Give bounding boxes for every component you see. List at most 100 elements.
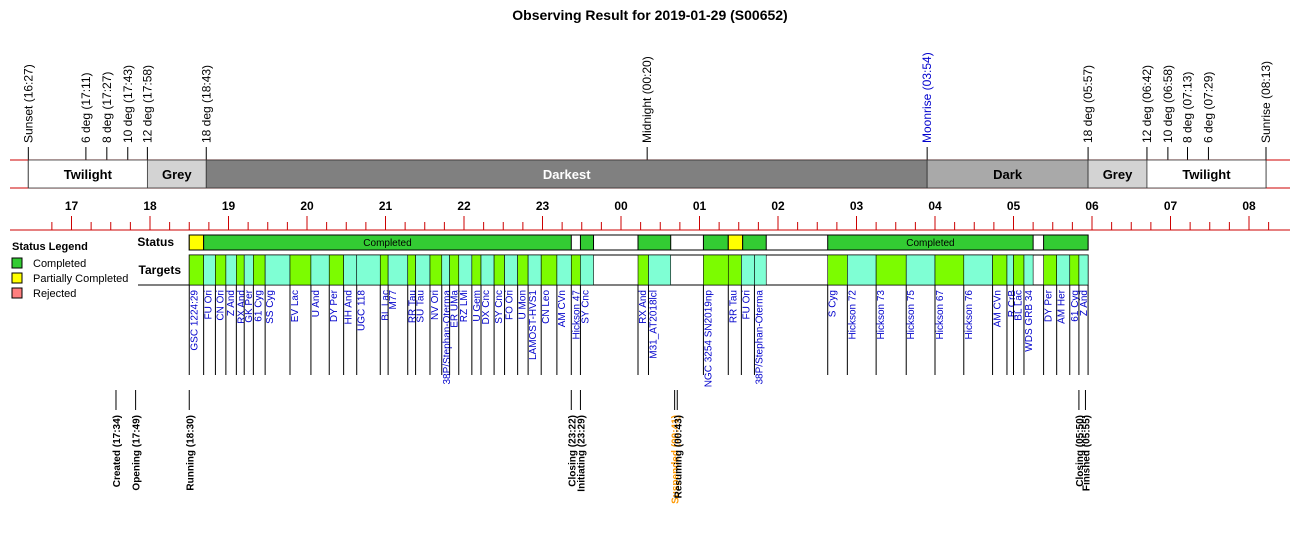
axis-tick-label: 19 <box>222 199 236 213</box>
target-label: S Cyg <box>828 290 839 317</box>
legend-swatch <box>11 257 23 269</box>
axis-tick-label: 18 <box>143 199 157 213</box>
status-segment <box>702 234 729 251</box>
target-label: RR Tau <box>408 290 419 323</box>
target-block <box>1056 254 1071 286</box>
legend-label: Rejected <box>33 288 76 300</box>
target-block <box>407 254 416 286</box>
target-label: DY Per <box>329 289 340 322</box>
target-block <box>449 254 460 286</box>
target-label: FO Ori <box>505 290 516 320</box>
sky-bands: Twilight Grey Darkest Dark Grey Twilight <box>10 159 1290 189</box>
target-block <box>441 254 450 286</box>
target-label: M77 <box>388 290 399 310</box>
axis-tick-label: 01 <box>693 199 707 213</box>
twilight-event-label: 12 deg (06:42) <box>1140 65 1154 143</box>
twilight-event-label: Sunrise (08:13) <box>1259 61 1273 143</box>
event-label: Opening (17:49) <box>132 415 143 491</box>
event-label: Suspended (00:41) <box>671 415 682 504</box>
target-block <box>703 254 729 286</box>
target-label: FU Ori <box>204 290 215 319</box>
target-label: FU Ori <box>741 290 752 319</box>
status-segment <box>727 234 744 251</box>
target-label: NGC 3254 SN2019np <box>703 290 714 388</box>
target-block <box>963 254 993 286</box>
target-block <box>480 254 495 286</box>
sky-band <box>1146 159 1267 189</box>
target-block <box>504 254 518 286</box>
axis-tick-label: 08 <box>1242 199 1256 213</box>
target-label: R CrB <box>1007 290 1018 318</box>
target-block <box>847 254 877 286</box>
sky-band <box>205 159 928 189</box>
target-block <box>827 254 848 286</box>
target-label: RX And <box>638 290 649 324</box>
target-block <box>741 254 755 286</box>
twilight-event-label: 6 deg (07:29) <box>1201 72 1215 143</box>
target-label: CN Ori <box>215 290 226 321</box>
target-block <box>934 254 965 286</box>
target-label: Hickson 73 <box>876 290 887 340</box>
target-label: M31_AT2018lcl <box>648 290 659 359</box>
target-block <box>992 254 1008 286</box>
twilight-event-label: 12 deg (17:58) <box>140 65 154 143</box>
target-block <box>1006 254 1014 286</box>
sky-band-label: Twilight <box>1182 167 1231 182</box>
twilight-event-label: Sunset (16:27) <box>21 64 35 143</box>
target-label: RZ LMi <box>459 290 470 322</box>
target-block <box>379 254 389 286</box>
target-block <box>225 254 237 286</box>
target-label: 38P/Stephan-Oterma <box>754 290 765 385</box>
sky-band <box>926 159 1089 189</box>
status-row-label: Status <box>137 235 174 249</box>
sky-band <box>27 159 148 189</box>
target-block <box>429 254 443 286</box>
legend-label: Completed <box>33 258 86 270</box>
axis-tick-label: 17 <box>65 199 79 213</box>
twilight-event-label: 18 deg (05:57) <box>1081 65 1095 143</box>
status-segment <box>1043 234 1089 251</box>
target-block <box>1043 254 1057 286</box>
event-label: Finished (05:55) <box>1081 415 1092 491</box>
event-label: Closing (23:22) <box>567 415 578 487</box>
status-segment <box>637 234 672 251</box>
target-block <box>637 254 649 286</box>
target-label: U Mon <box>518 290 529 319</box>
target-label: NV Ori <box>430 290 441 320</box>
target-block <box>1023 254 1034 286</box>
sky-band-label: Dark <box>993 167 1023 182</box>
target-label: SS Cyg <box>265 290 276 324</box>
status-legend: Status Legend Completed Partially Complete… <box>11 241 128 300</box>
legend-swatch <box>11 272 23 284</box>
target-label: 38P/Stephan-Oterma <box>442 290 453 385</box>
target-label: BL Lac <box>1014 290 1025 321</box>
target-label: UGC 118 <box>357 290 368 331</box>
target-label: AM Her <box>1057 289 1068 324</box>
target-label: WDS GRB 34 <box>1024 290 1035 352</box>
target-block <box>517 254 529 286</box>
target-label: GSC 1224:29 <box>189 290 200 351</box>
target-block <box>387 254 409 286</box>
target-block <box>356 254 381 286</box>
target-label: Z And <box>226 290 237 316</box>
legend-swatch <box>11 287 23 299</box>
target-block <box>215 254 227 286</box>
axis-tick-label: 06 <box>1085 199 1099 213</box>
target-block <box>236 254 245 286</box>
process-events: Created (17:34) Opening (17:49) Running (1… <box>112 390 1092 504</box>
target-label: SY Cnc <box>580 290 591 324</box>
event-label: Running (18:30) <box>185 415 196 491</box>
target-label: ER UMa <box>450 290 461 328</box>
twilight-event-label: 10 deg (17:43) <box>121 65 135 143</box>
targets-row-label: Targets <box>139 263 182 277</box>
target-label: U Gem <box>472 290 483 322</box>
target-label: Hickson 76 <box>964 290 975 340</box>
twilight-event-label: 10 deg (06:58) <box>1161 65 1175 143</box>
time-axis: 17 18 19 20 21 22 23 00 01 02 03 04 05 06 07 08 <box>10 199 1290 231</box>
target-label: RR Tau <box>728 290 739 323</box>
target-block <box>253 254 266 286</box>
target-label: 61 Cyg <box>1070 290 1081 322</box>
target-block <box>754 254 767 286</box>
